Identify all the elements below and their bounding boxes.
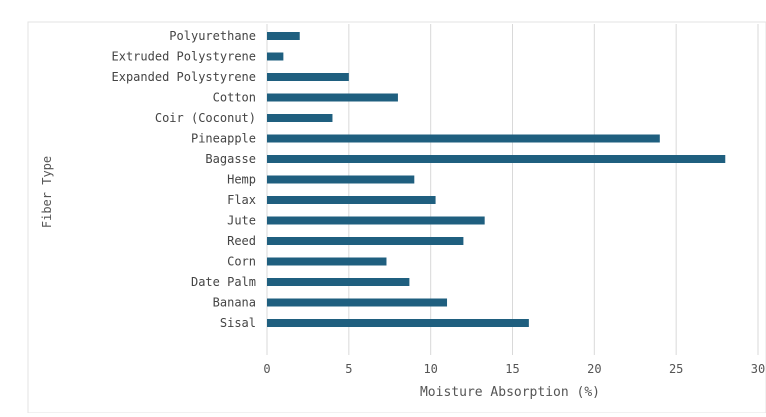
x-tick-label: 30 bbox=[751, 362, 765, 376]
y-tick-label: Corn bbox=[227, 255, 256, 269]
x-tick-label: 5 bbox=[345, 362, 352, 376]
y-tick-label: Hemp bbox=[227, 173, 256, 187]
x-tick-label: 0 bbox=[263, 362, 270, 376]
x-tick-label: 20 bbox=[587, 362, 601, 376]
x-tick-label: 10 bbox=[423, 362, 437, 376]
x-tick-label: 25 bbox=[669, 362, 683, 376]
y-tick-label: Expanded Polystyrene bbox=[112, 70, 257, 84]
bar bbox=[267, 319, 529, 327]
y-axis-title: Fiber Type bbox=[40, 156, 54, 228]
x-tick-label: 15 bbox=[505, 362, 519, 376]
y-tick-label: Sisal bbox=[220, 316, 256, 330]
bar bbox=[267, 114, 333, 122]
y-tick-label: Polyurethane bbox=[169, 29, 256, 43]
bar bbox=[267, 216, 485, 225]
bar bbox=[267, 175, 415, 184]
y-tick-label: Banana bbox=[213, 296, 256, 310]
y-tick-label: Extruded Polystyrene bbox=[112, 50, 257, 64]
y-tick-label: Jute bbox=[227, 214, 256, 228]
bar bbox=[267, 93, 398, 102]
bar bbox=[267, 52, 284, 61]
bar bbox=[267, 134, 660, 143]
bar bbox=[267, 73, 349, 81]
y-tick-label: Reed bbox=[227, 234, 256, 248]
bar bbox=[267, 278, 410, 286]
y-tick-label: Flax bbox=[227, 193, 256, 207]
y-tick-label: Pineapple bbox=[191, 132, 256, 146]
y-tick-label: Date Palm bbox=[191, 275, 256, 289]
bar bbox=[267, 155, 726, 163]
bar bbox=[267, 196, 436, 204]
bar bbox=[267, 32, 300, 40]
bar bbox=[267, 298, 448, 307]
bar bbox=[267, 237, 464, 245]
y-tick-label: Coir (Coconut) bbox=[155, 111, 256, 125]
y-tick-label: Bagasse bbox=[205, 152, 256, 166]
y-tick-label: Cotton bbox=[213, 91, 256, 105]
x-axis-title: Moisture Absorption (%) bbox=[420, 385, 600, 400]
bar bbox=[267, 257, 387, 266]
